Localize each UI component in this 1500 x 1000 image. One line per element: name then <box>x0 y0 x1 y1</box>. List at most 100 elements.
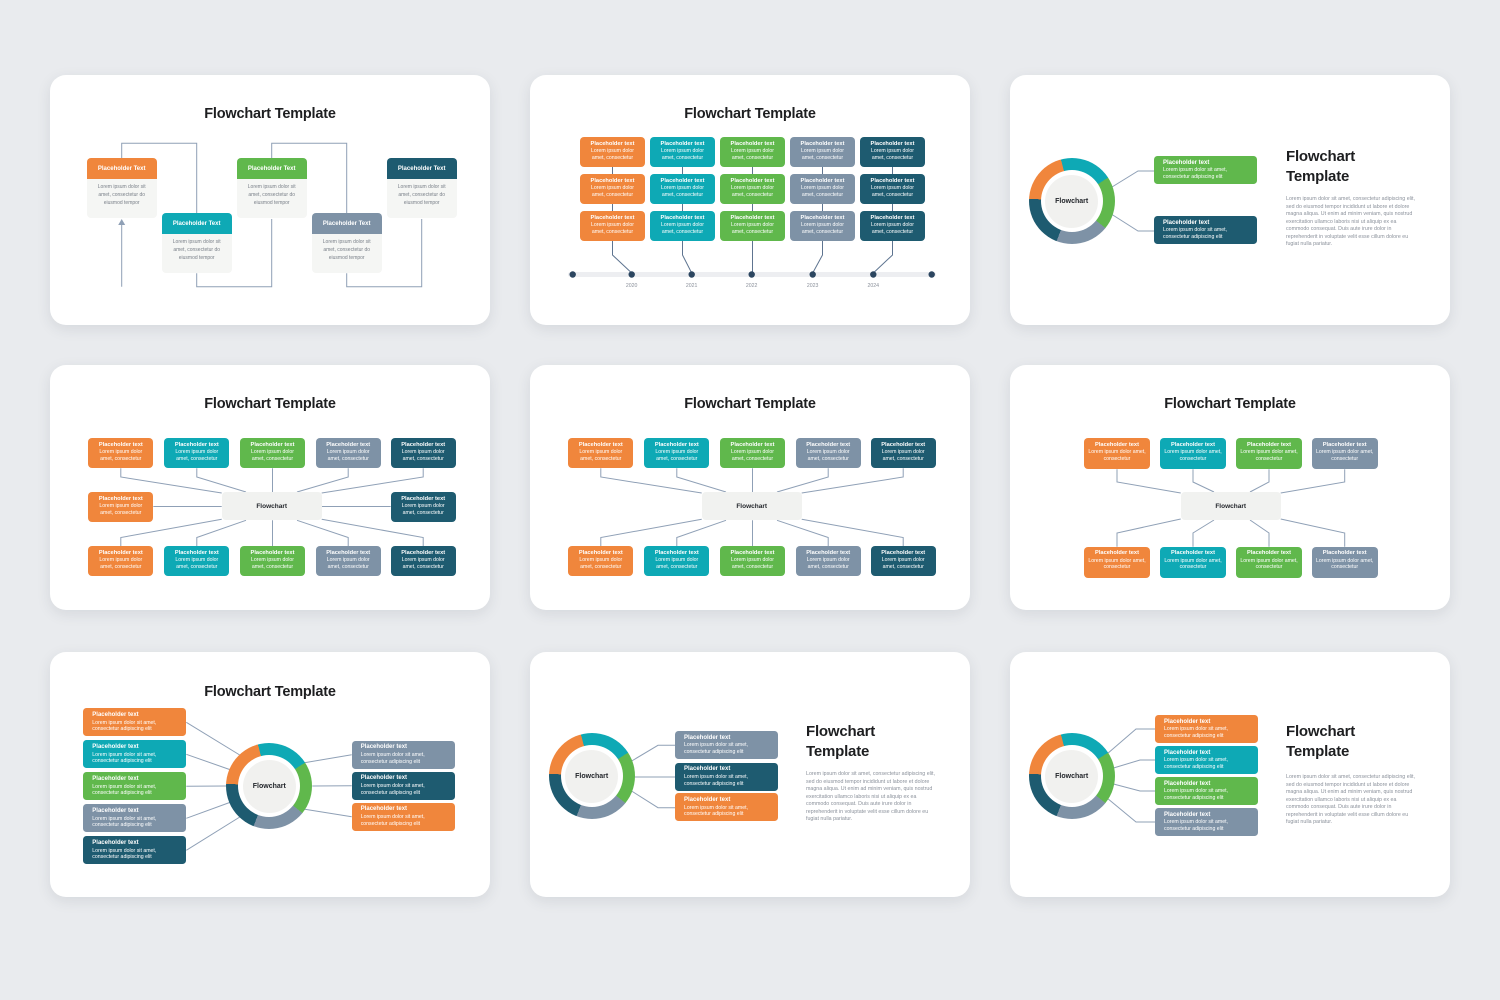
placeholder-box[interactable]: Placeholder text Lorem ipsum dolor amet, … <box>240 546 305 576</box>
box-title: Placeholder text <box>1171 441 1215 448</box>
placeholder-box[interactable]: Placeholder text Lorem ipsum dolor sit am… <box>83 804 187 833</box>
placeholder-box[interactable]: Placeholder text Lorem ipsum dolor sit am… <box>351 771 455 800</box>
placeholder-box[interactable]: Placeholder text Lorem ipsum dolor sit am… <box>83 772 187 801</box>
placeholder-box[interactable]: Placeholder text Lorem ipsum dolor amet, … <box>720 546 785 576</box>
flow-box[interactable]: Placeholder Text Lorem ipsum dolor sit a… <box>311 213 382 274</box>
placeholder-box[interactable]: Placeholder text Lorem ipsum dolor amet, … <box>1084 438 1150 470</box>
hub-label: Flowchart <box>1215 502 1247 510</box>
box-title: Placeholder text <box>360 806 408 813</box>
placeholder-box[interactable]: Placeholder text Lorem ipsum dolor amet, … <box>650 211 715 241</box>
placeholder-box[interactable]: Placeholder text Lorem ipsum dolor amet, … <box>1236 438 1302 470</box>
placeholder-box[interactable]: Placeholder text Lorem ipsum dolor amet, … <box>790 211 855 241</box>
box-body: Lorem ipsum dolor amet, consectetur <box>175 556 219 570</box>
slide-card-8[interactable]: Flowchart Placeholder text Lorem ipsum do… <box>530 652 970 897</box>
box-title: Placeholder text <box>684 796 731 803</box>
placeholder-box[interactable]: Placeholder text Lorem ipsum dolor amet, … <box>720 137 785 167</box>
placeholder-box[interactable]: Placeholder text Lorem ipsum dolor amet, … <box>644 438 710 469</box>
placeholder-box[interactable]: Placeholder text Lorem ipsum dolor sit am… <box>1154 156 1257 184</box>
placeholder-box[interactable]: Placeholder text Lorem ipsum dolor sit am… <box>351 802 455 831</box>
slide-card-3[interactable]: Flowchart Placeholder text Lorem ipsum do… <box>1010 75 1450 325</box>
box-body: Lorem ipsum dolor amet, consectetur <box>251 449 294 463</box>
flow-box[interactable]: Placeholder Text Lorem ipsum dolor sit a… <box>236 158 307 219</box>
placeholder-box[interactable]: Placeholder text Lorem ipsum dolor sit am… <box>675 762 778 791</box>
slide-card-1[interactable]: Flowchart Template Placeholder Text Lore… <box>50 75 490 325</box>
slide-title: Flowchart Template <box>1164 396 1296 412</box>
placeholder-box[interactable]: Placeholder text Lorem ipsum dolor amet, … <box>580 174 645 204</box>
placeholder-box[interactable]: Placeholder text Lorem ipsum dolor amet, … <box>860 174 925 204</box>
box-title: Placeholder text <box>1164 749 1211 756</box>
placeholder-box[interactable]: Placeholder text Lorem ipsum dolor sit am… <box>1155 808 1258 836</box>
placeholder-box[interactable]: Placeholder text Lorem ipsum dolor amet, … <box>88 438 154 469</box>
placeholder-box[interactable]: Placeholder text Lorem ipsum dolor amet, … <box>720 211 785 241</box>
placeholder-box[interactable]: Placeholder text Lorem ipsum dolor amet, … <box>790 137 855 167</box>
donut-chart: Flowchart <box>226 743 313 829</box>
placeholder-box[interactable]: Placeholder text Lorem ipsum dolor amet, … <box>164 546 230 576</box>
placeholder-box[interactable]: Placeholder text Lorem ipsum dolor amet, … <box>1160 438 1226 470</box>
placeholder-box[interactable]: Placeholder text Lorem ipsum dolor amet, … <box>790 174 855 204</box>
placeholder-box[interactable]: Placeholder text Lorem ipsum dolor amet, … <box>315 438 381 469</box>
hub-box[interactable]: Flowchart <box>221 492 322 521</box>
placeholder-box[interactable]: Placeholder text Lorem ipsum dolor amet, … <box>1311 438 1378 470</box>
slide-card-5[interactable]: Flowchart Template Placeholder text Lorem… <box>530 365 970 610</box>
placeholder-box[interactable]: Placeholder text Lorem ipsum dolor amet, … <box>1311 546 1378 578</box>
placeholder-box[interactable]: Placeholder text Lorem ipsum dolor amet, … <box>390 492 456 522</box>
placeholder-box[interactable]: Placeholder text Lorem ipsum dolor amet, … <box>644 546 710 576</box>
placeholder-box[interactable]: Placeholder text Lorem ipsum dolor amet, … <box>88 492 154 522</box>
box-body: Lorem ipsum dolor sit amet, consectetur … <box>360 813 425 827</box>
hub-box[interactable]: Flowchart <box>1180 492 1281 521</box>
placeholder-box[interactable]: Placeholder text Lorem ipsum dolor amet, … <box>720 438 785 469</box>
box-title: Placeholder text <box>806 441 851 448</box>
placeholder-box[interactable]: Placeholder text Lorem ipsum dolor amet, … <box>795 438 861 469</box>
placeholder-box[interactable]: Placeholder text Lorem ipsum dolor amet, … <box>1160 546 1226 578</box>
placeholder-box[interactable]: Placeholder text Lorem ipsum dolor sit am… <box>1155 777 1258 805</box>
placeholder-box[interactable]: Placeholder text Lorem ipsum dolor amet, … <box>720 174 785 204</box>
placeholder-box[interactable]: Placeholder text Lorem ipsum dolor amet, … <box>315 546 381 576</box>
flow-box[interactable]: Placeholder Text Lorem ipsum dolor sit a… <box>386 158 457 219</box>
slide-card-7[interactable]: Flowchart Template Flowchart Placeholder… <box>50 652 490 897</box>
box-title: Placeholder text <box>1164 718 1211 725</box>
placeholder-box[interactable]: Placeholder text Lorem ipsum dolor amet, … <box>650 174 715 204</box>
placeholder-box[interactable]: Placeholder text Lorem ipsum dolor amet, … <box>390 546 456 576</box>
placeholder-box[interactable]: Placeholder text Lorem ipsum dolor amet, … <box>580 211 645 241</box>
box-title: Placeholder text <box>881 549 926 556</box>
flow-box[interactable]: Placeholder Text Lorem ipsum dolor sit a… <box>161 213 232 274</box>
flow-box[interactable]: Placeholder Text Lorem ipsum dolor sit a… <box>86 158 157 219</box>
placeholder-box[interactable]: Placeholder text Lorem ipsum dolor sit am… <box>1155 715 1258 743</box>
box-body: Lorem ipsum dolor amet, consectetur <box>731 449 774 463</box>
placeholder-box[interactable]: Placeholder text Lorem ipsum dolor amet, … <box>1084 546 1150 578</box>
flow-box-header: Placeholder Text <box>161 213 232 235</box>
placeholder-box[interactable]: Placeholder text Lorem ipsum dolor sit am… <box>83 740 187 769</box>
placeholder-box[interactable]: Placeholder text Lorem ipsum dolor sit am… <box>83 708 187 737</box>
placeholder-box[interactable]: Placeholder text Lorem ipsum dolor amet, … <box>870 438 936 469</box>
flow-box-header: Placeholder Text <box>236 158 307 180</box>
slide-card-6[interactable]: Flowchart Template Placeholder text Lorem… <box>1010 365 1450 610</box>
flow-box-body: Lorem ipsum dolor sit amet, consectetur … <box>86 179 157 219</box>
placeholder-box[interactable]: Placeholder text Lorem ipsum dolor amet, … <box>860 137 925 167</box>
placeholder-box[interactable]: Placeholder text Lorem ipsum dolor amet, … <box>88 546 154 576</box>
slide-card-2[interactable]: Flowchart Template Placeholder text Lorem… <box>530 75 970 325</box>
placeholder-box[interactable]: Placeholder text Lorem ipsum dolor amet, … <box>568 438 634 469</box>
placeholder-box[interactable]: Placeholder text Lorem ipsum dolor amet, … <box>650 137 715 167</box>
placeholder-box[interactable]: Placeholder text Lorem ipsum dolor amet, … <box>390 438 456 469</box>
placeholder-box[interactable]: Placeholder text Lorem ipsum dolor amet, … <box>1236 546 1302 578</box>
placeholder-box[interactable]: Placeholder text Lorem ipsum dolor amet, … <box>164 438 230 469</box>
slide-card-4[interactable]: Flowchart Template Placeholder text Lorem… <box>50 365 490 610</box>
hub-box[interactable]: Flowchart <box>701 492 802 521</box>
placeholder-box[interactable]: Placeholder text Lorem ipsum dolor sit am… <box>1154 216 1257 244</box>
placeholder-box[interactable]: Placeholder text Lorem ipsum dolor amet, … <box>568 546 634 576</box>
placeholder-box[interactable]: Placeholder text Lorem ipsum dolor amet, … <box>870 546 936 576</box>
placeholder-box[interactable]: Placeholder text Lorem ipsum dolor sit am… <box>675 731 778 759</box>
placeholder-box[interactable]: Placeholder text Lorem ipsum dolor sit am… <box>675 793 778 822</box>
placeholder-box[interactable]: Placeholder text Lorem ipsum dolor sit am… <box>351 740 455 769</box>
placeholder-box[interactable]: Placeholder text Lorem ipsum dolor amet, … <box>240 438 305 469</box>
box-title: Placeholder text <box>578 549 623 556</box>
placeholder-box[interactable]: Placeholder text Lorem ipsum dolor sit am… <box>1155 746 1258 774</box>
heading-line: Flowchart <box>1286 148 1356 165</box>
placeholder-box[interactable]: Placeholder text Lorem ipsum dolor amet, … <box>795 546 861 576</box>
placeholder-box[interactable]: Placeholder text Lorem ipsum dolor sit am… <box>83 836 187 865</box>
placeholder-box[interactable]: Placeholder text Lorem ipsum dolor amet, … <box>580 137 645 167</box>
placeholder-box[interactable]: Placeholder text Lorem ipsum dolor amet, … <box>860 211 925 241</box>
box-body: Lorem ipsum dolor amet, consectetur <box>881 449 925 463</box>
box-title: Placeholder text <box>1247 441 1291 448</box>
slide-card-9[interactable]: Flowchart Placeholder text Lorem ipsum do… <box>1010 652 1450 897</box>
